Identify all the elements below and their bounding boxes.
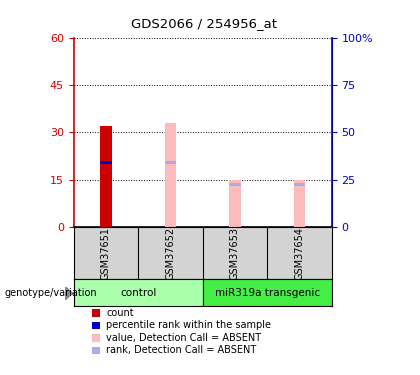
Bar — [165, 123, 176, 227]
Text: GSM37651: GSM37651 — [101, 226, 111, 280]
Text: genotype/variation: genotype/variation — [4, 288, 97, 298]
Text: GDS2066 / 254956_at: GDS2066 / 254956_at — [131, 17, 277, 30]
Bar — [203, 279, 332, 306]
Bar — [100, 126, 112, 227]
Text: GSM37654: GSM37654 — [294, 226, 304, 280]
Text: count: count — [106, 308, 134, 318]
Polygon shape — [65, 286, 73, 300]
Bar — [74, 279, 203, 306]
Text: rank, Detection Call = ABSENT: rank, Detection Call = ABSENT — [106, 345, 257, 355]
Text: GSM37652: GSM37652 — [165, 226, 176, 280]
Bar — [294, 183, 305, 186]
Text: control: control — [120, 288, 156, 297]
Bar — [100, 160, 112, 164]
Text: percentile rank within the sample: percentile rank within the sample — [106, 321, 271, 330]
Text: value, Detection Call = ABSENT: value, Detection Call = ABSENT — [106, 333, 261, 343]
Bar — [165, 160, 176, 164]
Text: miR319a transgenic: miR319a transgenic — [215, 288, 320, 297]
Bar — [229, 183, 241, 186]
Text: GSM37653: GSM37653 — [230, 226, 240, 280]
Bar — [294, 180, 305, 227]
Bar — [229, 180, 241, 227]
